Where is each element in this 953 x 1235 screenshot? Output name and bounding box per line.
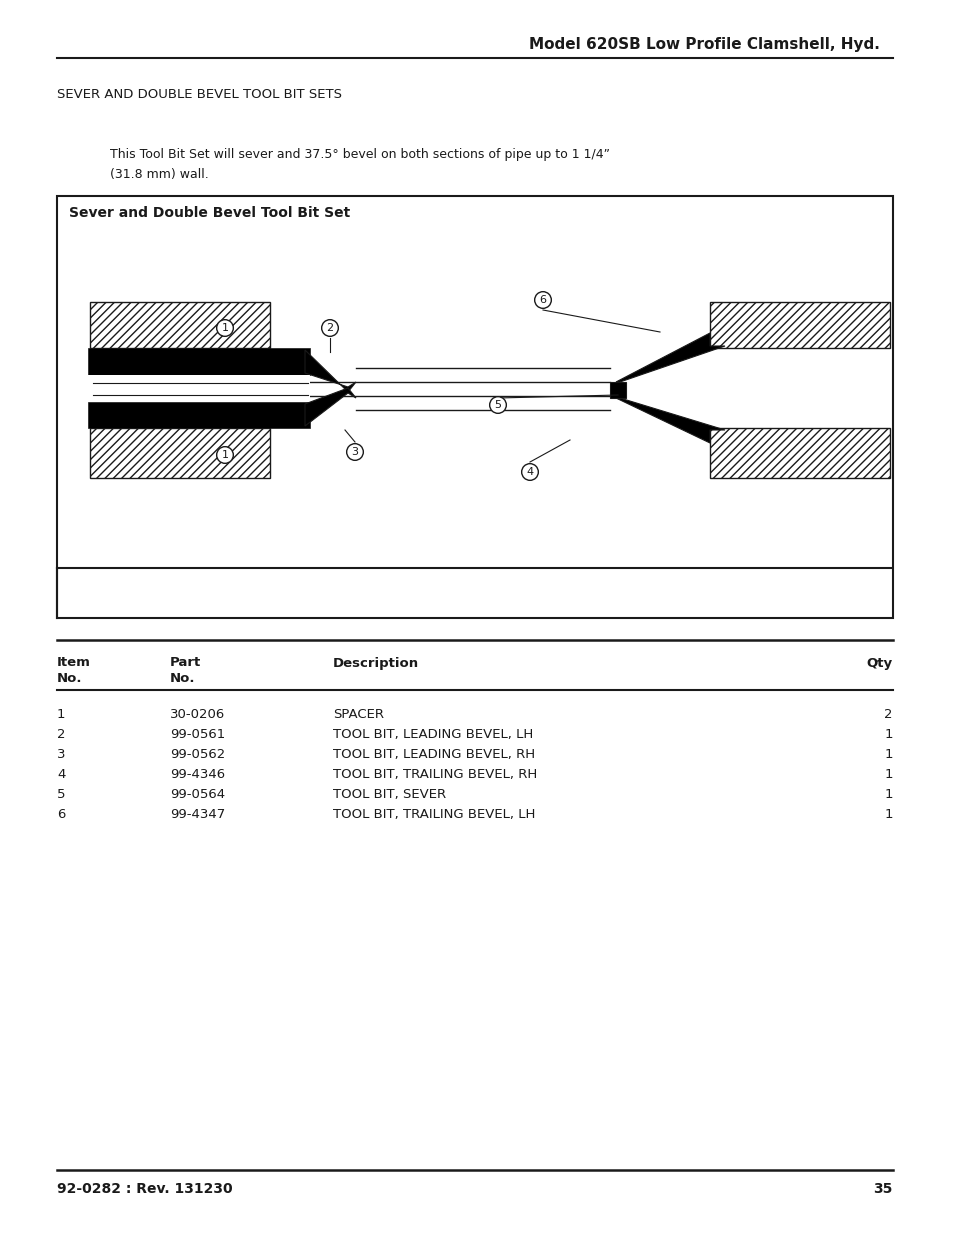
Text: 99-0561: 99-0561 [170,727,225,741]
Text: 99-0562: 99-0562 [170,748,225,761]
Text: Qty: Qty [866,657,892,671]
Text: 1: 1 [883,768,892,781]
Text: TOOL BIT, SEVER: TOOL BIT, SEVER [333,788,446,802]
Text: TOOL BIT, LEADING BEVEL, LH: TOOL BIT, LEADING BEVEL, LH [333,727,533,741]
Text: 4: 4 [57,768,66,781]
Text: TOOL BIT, LEADING BEVEL, RH: TOOL BIT, LEADING BEVEL, RH [333,748,535,761]
Bar [88,348,310,375]
Text: 5: 5 [494,400,501,410]
Text: 35: 35 [873,1182,892,1195]
Text: 1: 1 [883,748,892,761]
Text: TOOL BIT, TRAILING BEVEL, LH: TOOL BIT, TRAILING BEVEL, LH [333,808,535,821]
Text: Model 620SB Low Profile Clamshell, Hyd.: Model 620SB Low Profile Clamshell, Hyd. [529,37,879,52]
Text: This Tool Bit Set will sever and 37.5° bevel on both sections of pipe up to 1 1/: This Tool Bit Set will sever and 37.5° b… [110,148,609,161]
Text: 99-4347: 99-4347 [170,808,225,821]
Text: No.: No. [170,672,195,685]
Text: TOOL BIT, TRAILING BEVEL, RH: TOOL BIT, TRAILING BEVEL, RH [333,768,537,781]
Text: 4: 4 [526,467,533,477]
Bar [709,303,889,348]
Text: 2: 2 [883,708,892,721]
Text: 2: 2 [326,324,334,333]
Text: 92-0282 : Rev. 131230: 92-0282 : Rev. 131230 [57,1182,233,1195]
Polygon shape [305,350,355,391]
Polygon shape [616,333,724,382]
Text: Description: Description [333,657,418,671]
Text: 1: 1 [883,808,892,821]
Bar [90,429,270,478]
Text: SEVER AND DOUBLE BEVEL TOOL BIT SETS: SEVER AND DOUBLE BEVEL TOOL BIT SETS [57,88,341,101]
Bar [57,196,892,618]
Text: Item: Item [57,656,91,669]
Text: 3: 3 [351,447,358,457]
Text: SPACER: SPACER [333,708,383,721]
Text: (31.8 mm) wall.: (31.8 mm) wall. [110,168,209,182]
Text: 99-4346: 99-4346 [170,768,225,781]
Text: 1: 1 [57,708,66,721]
Polygon shape [305,388,355,426]
Text: No.: No. [57,672,82,685]
Text: 1: 1 [221,324,229,333]
Bar [88,375,310,403]
Text: 30-0206: 30-0206 [170,708,225,721]
Text: 2: 2 [57,727,66,741]
Bar [609,382,625,398]
Text: 3: 3 [57,748,66,761]
Text: 6: 6 [539,295,546,305]
Bar [709,429,889,478]
Bar [90,303,270,348]
Text: 1: 1 [221,450,229,459]
Polygon shape [616,398,724,443]
Text: 5: 5 [57,788,66,802]
Text: 1: 1 [883,727,892,741]
Text: 1: 1 [883,788,892,802]
Text: Sever and Double Bevel Tool Bit Set: Sever and Double Bevel Tool Bit Set [69,206,350,220]
Text: Part: Part [170,656,201,669]
Text: 6: 6 [57,808,66,821]
Text: 99-0564: 99-0564 [170,788,225,802]
Bar [88,403,310,429]
